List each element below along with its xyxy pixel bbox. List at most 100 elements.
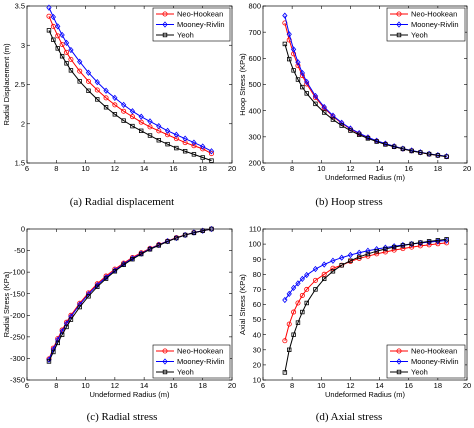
data-point: [200, 228, 205, 233]
data-point: [55, 33, 61, 39]
data-point: [77, 58, 83, 65]
caption-c: (c) Radial stress: [87, 411, 158, 423]
data-point: [282, 296, 288, 304]
y-tick-label: 500: [248, 80, 261, 89]
data-point: [321, 271, 327, 277]
data-point: [77, 304, 82, 310]
data-point: [312, 265, 319, 273]
data-point: [156, 138, 161, 143]
data-point: [321, 261, 327, 268]
data-point: [356, 254, 362, 260]
y-tick-label: 1.5: [15, 159, 25, 168]
x-tick-label: 14: [140, 381, 148, 390]
panel-radial-displacement: 6 8 10 12 14 16 18 20 1.5 2 2.5 3 3.5 Radial Displace…: [2, 2, 236, 173]
data-point: [59, 54, 65, 59]
data-point: [282, 12, 288, 19]
data-point: [426, 150, 432, 157]
legend-label: Yeoh: [177, 31, 194, 40]
x-tick-label: 14: [375, 381, 383, 390]
legend-label: Neo-Hookean: [411, 347, 457, 356]
legend-marker: [162, 32, 168, 38]
data-point: [68, 317, 74, 322]
data-point: [400, 146, 406, 152]
data-point: [299, 275, 305, 282]
data-point: [400, 246, 406, 252]
y-tick-label: -250: [10, 332, 25, 341]
data-point: [94, 87, 100, 93]
y-tick-label: 80: [253, 270, 261, 279]
legend-marker: [396, 32, 402, 38]
data-point: [426, 239, 432, 244]
y-tick-label: 10: [253, 376, 261, 385]
x-tick-label: 10: [317, 381, 325, 390]
y-tick-label: -200: [10, 311, 25, 320]
data-point: [286, 31, 292, 38]
x-tick-label: 12: [346, 381, 354, 390]
data-point: [129, 108, 136, 115]
data-point: [182, 232, 188, 238]
data-point: [59, 332, 65, 337]
data-point: [282, 370, 288, 375]
data-point: [417, 243, 423, 249]
x-tick-label: 10: [317, 164, 325, 173]
data-point: [287, 347, 292, 352]
data-point: [68, 68, 74, 73]
data-point: [365, 136, 371, 141]
y-tick-label: 200: [248, 159, 261, 168]
data-point: [312, 277, 318, 283]
data-point: [50, 13, 56, 21]
y-tick-label: -100: [10, 268, 25, 277]
series-line: [284, 242, 447, 341]
x-tick-label: 18: [434, 164, 442, 173]
x-tick-label: 6: [261, 164, 265, 173]
legend-label: Neo-Hookean: [411, 10, 457, 19]
data-point: [147, 118, 153, 125]
data-point: [435, 153, 441, 158]
data-point: [59, 31, 65, 39]
data-point: [165, 239, 170, 244]
data-point: [173, 131, 179, 138]
data-point: [68, 56, 74, 62]
y-tick-label: 100: [248, 240, 261, 249]
data-point: [339, 263, 344, 268]
data-point: [85, 69, 92, 76]
data-point: [59, 41, 65, 47]
data-point: [77, 79, 82, 84]
data-point: [165, 141, 170, 147]
legend-marker: [396, 358, 402, 365]
legend-marker: [396, 348, 402, 354]
data-point: [287, 56, 292, 62]
data-point: [444, 237, 449, 242]
data-point: [191, 230, 197, 236]
data-point: [103, 87, 109, 94]
y-tick-label: 800: [248, 2, 261, 11]
data-point: [304, 300, 309, 306]
data-point: [156, 243, 161, 248]
x-tick-label: 16: [169, 164, 177, 173]
data-point: [321, 110, 327, 115]
data-point: [103, 105, 109, 110]
data-point: [46, 28, 52, 33]
y-tick-label: 60: [253, 300, 261, 309]
x-tick-label: 20: [463, 164, 471, 173]
data-point: [321, 105, 327, 111]
panel-axial-stress: 6 8 10 12 14 16 18 20 10 20 30 40 50 60 70 80 90 100 110 Un…: [238, 225, 471, 399]
data-point: [130, 123, 135, 129]
data-point: [200, 155, 205, 160]
data-point: [286, 321, 292, 327]
x-tick-label: 16: [405, 164, 413, 173]
data-point: [282, 41, 288, 47]
data-point: [295, 320, 301, 325]
data-point: [290, 46, 297, 53]
data-point: [312, 92, 319, 100]
data-point: [165, 132, 171, 138]
data-point: [138, 119, 144, 125]
data-point: [68, 46, 74, 54]
data-point: [374, 139, 379, 144]
data-point: [164, 127, 171, 134]
legend-marker: [396, 21, 402, 28]
data-point: [282, 338, 288, 344]
data-point: [313, 287, 318, 292]
data-point: [129, 114, 135, 120]
